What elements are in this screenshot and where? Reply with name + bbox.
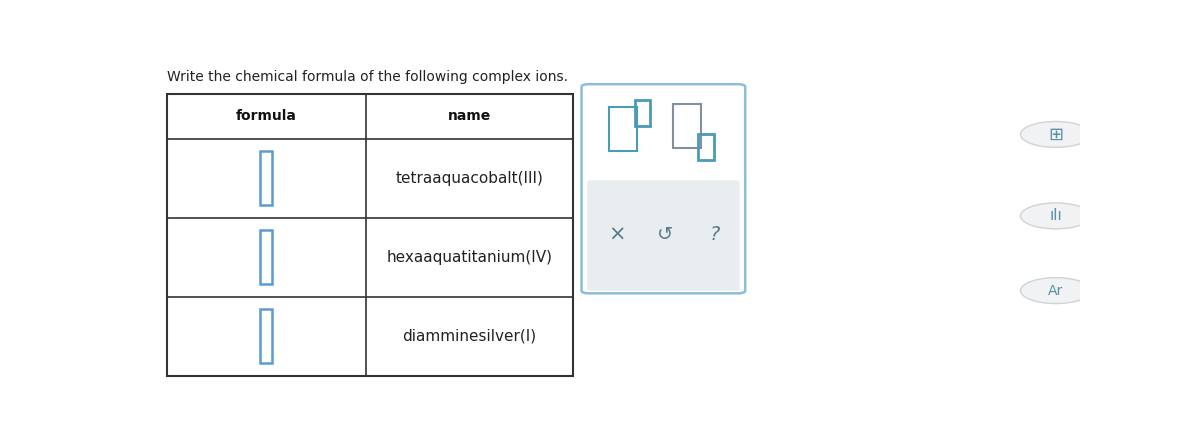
Text: ılı: ılı: [1050, 209, 1062, 224]
Text: ×: ×: [608, 224, 625, 245]
FancyBboxPatch shape: [582, 84, 745, 293]
Text: diamminesilver(I): diamminesilver(I): [402, 329, 536, 344]
Text: ?: ?: [709, 225, 720, 244]
Text: name: name: [448, 109, 491, 123]
Circle shape: [1020, 278, 1091, 303]
Text: Ar: Ar: [1048, 284, 1063, 298]
FancyBboxPatch shape: [587, 180, 739, 291]
Text: formula: formula: [236, 109, 296, 123]
Text: tetraaquacobalt(III): tetraaquacobalt(III): [396, 171, 544, 186]
Text: Write the chemical formula of the following complex ions.: Write the chemical formula of the follow…: [167, 70, 568, 84]
Circle shape: [1020, 203, 1091, 229]
Text: ⊞: ⊞: [1049, 125, 1063, 143]
Text: hexaaquatitanium(IV): hexaaquatitanium(IV): [386, 250, 552, 265]
FancyBboxPatch shape: [260, 309, 272, 363]
Circle shape: [1020, 122, 1091, 147]
FancyBboxPatch shape: [260, 230, 272, 284]
Text: ↺: ↺: [658, 225, 673, 244]
FancyBboxPatch shape: [260, 151, 272, 206]
FancyBboxPatch shape: [167, 93, 574, 376]
